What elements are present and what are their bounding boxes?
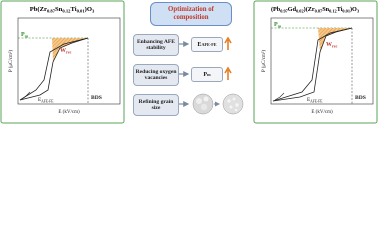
up-arrow [224, 66, 232, 80]
center-arrows [178, 36, 244, 115]
panel-frame [253, 0, 378, 124]
wrec-area [318, 28, 352, 52]
pm-label: Pm [274, 22, 282, 29]
grain [227, 99, 231, 103]
bds-label: BDS [355, 95, 366, 101]
plot-frame [17, 17, 121, 105]
x-axis-label: E (kV/cm) [58, 110, 80, 115]
eafe-label: EAFE-FE [307, 97, 323, 104]
loop-branch [274, 92, 285, 101]
eafe-label: EAFE-FE [38, 97, 54, 104]
effect-box: E AFE-FE [191, 37, 223, 52]
x-axis-label: E (kV/cm) [311, 110, 333, 115]
loop-branch [19, 37, 89, 101]
plot-frame [270, 17, 374, 105]
grain [235, 103, 239, 107]
center-title: Optimization of composition [150, 2, 232, 26]
bds-label: BDS [91, 95, 102, 101]
grain [232, 97, 236, 101]
grain [234, 108, 238, 112]
loop-branch [21, 91, 31, 100]
panel-title: (Pb0.97Gd0.02)(Zr0.87Sn0.12Ti0.01)O3 [271, 6, 360, 14]
wrec-area [52, 38, 88, 62]
cause-box: Enhancing AFE stability [133, 34, 179, 56]
diagram: Pb(Zr0.87Sn0.12Ti0.01)O3 Pm Wrec EAFE-FE… [0, 0, 378, 124]
page: {"left_panel": {"title": "Pb(Zr0.87Sn0.1… [0, 0, 378, 124]
loop-branch [19, 37, 89, 101]
y-axis-label: P (μC/cm²) [261, 50, 267, 73]
right-panel: (Pb0.97Gd0.02)(Zr0.87Sn0.12Ti0.01)O3 Pm … [253, 0, 378, 124]
grain [229, 105, 233, 109]
cause-box: Reducing oxygen vacancies [133, 64, 179, 86]
panel-title: Pb(Zr0.87Sn0.12Ti0.01)O3 [30, 6, 95, 14]
grain [203, 96, 209, 102]
wrec-label: Wrec [326, 42, 338, 49]
up-arrow [224, 36, 232, 50]
y-axis-label: P (μC/cm²) [8, 50, 14, 73]
loop-branch [272, 27, 353, 102]
wrec-label: Wrec [60, 48, 72, 55]
cause-box: Refining grain size [133, 94, 179, 116]
grain-image [222, 93, 244, 115]
panel-frame [0, 0, 125, 124]
grain [196, 98, 202, 104]
left-panel: Pb(Zr0.87Sn0.12Ti0.01)O3 Pm Wrec EAFE-FE… [0, 0, 125, 124]
grain [200, 103, 208, 111]
pm-label: Pm [21, 32, 29, 39]
